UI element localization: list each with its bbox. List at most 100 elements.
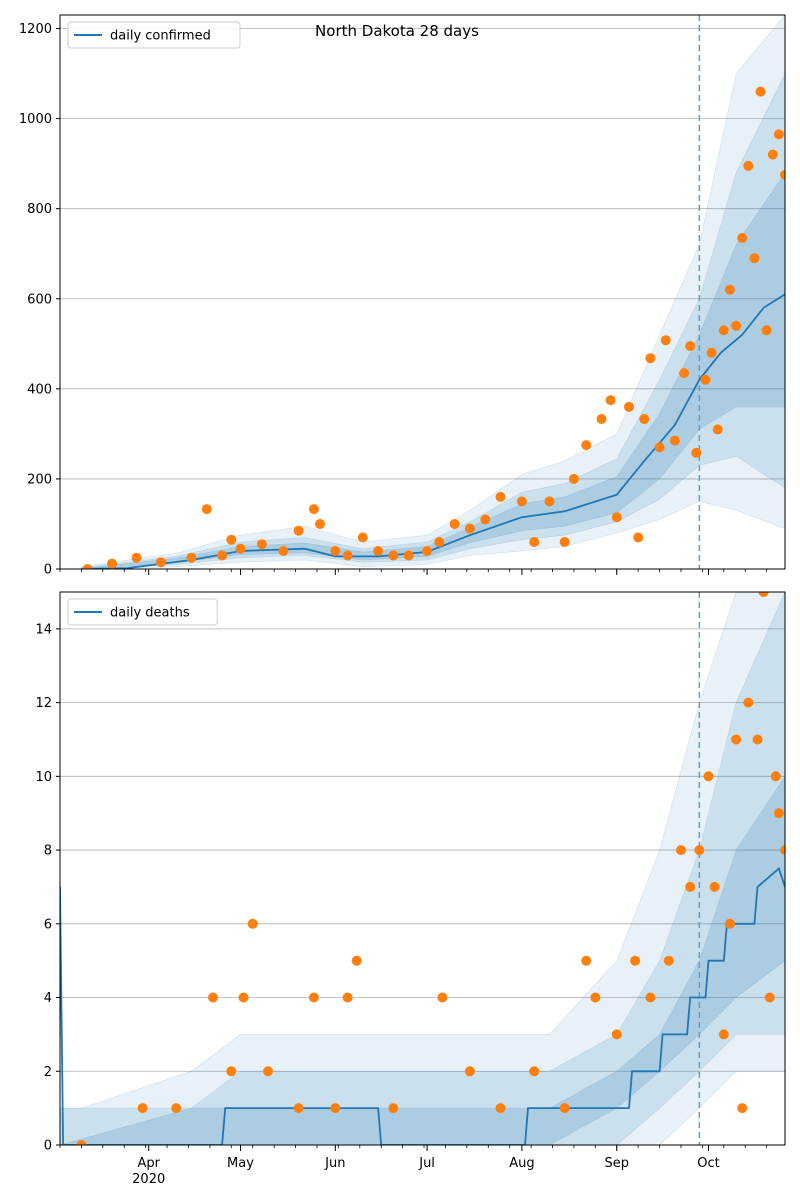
data-point-28 <box>544 496 555 507</box>
data-point-55 <box>761 325 772 336</box>
data-point-6 <box>217 550 228 561</box>
data-point-11 <box>342 992 353 1003</box>
data-point-47 <box>712 424 723 435</box>
data-point-32 <box>731 734 742 745</box>
data-point-49 <box>724 284 735 295</box>
data-point-2 <box>171 1103 182 1114</box>
y-tick-label-4: 8 <box>44 844 52 859</box>
data-point-36 <box>633 532 644 543</box>
data-point-31 <box>581 440 592 451</box>
data-point-16 <box>495 1103 506 1114</box>
data-point-1 <box>107 558 117 569</box>
y-tick-label-2: 400 <box>27 382 52 397</box>
data-point-7 <box>263 1066 273 1077</box>
data-point-32 <box>596 414 607 424</box>
data-point-17 <box>373 546 384 556</box>
data-point-38 <box>770 771 781 782</box>
data-point-29 <box>709 881 720 892</box>
data-point-41 <box>669 435 680 446</box>
data-point-28 <box>703 771 714 782</box>
data-point-12 <box>351 955 362 966</box>
x-tick-label-0: Apr <box>137 1156 160 1171</box>
data-point-15 <box>342 550 353 561</box>
x-tick-label-0: 2020 <box>132 1172 165 1187</box>
data-point-38 <box>645 353 656 364</box>
data-point-2 <box>131 552 142 563</box>
data-point-22 <box>630 955 641 966</box>
data-point-7 <box>226 534 237 545</box>
data-point-40 <box>660 335 671 346</box>
axes-frame <box>59 591 786 1146</box>
y-tick-label-7: 14 <box>35 622 52 637</box>
data-point-13 <box>388 1103 399 1114</box>
data-point-43 <box>685 341 696 351</box>
data-point-37 <box>764 992 775 1003</box>
legend: daily deaths <box>67 598 218 626</box>
x-tick-label-4: Aug <box>509 1156 534 1171</box>
data-point-56 <box>767 149 778 160</box>
data-point-10 <box>330 1103 341 1114</box>
legend-box <box>67 598 218 626</box>
figure-title: North Dakota 28 days <box>315 22 479 40</box>
data-point-5 <box>238 992 249 1003</box>
data-point-58 <box>780 169 785 180</box>
data-point-8 <box>293 1103 304 1114</box>
data-point-14 <box>330 546 341 556</box>
y-tick-label-1: 2 <box>44 1065 52 1080</box>
data-point-57 <box>773 129 784 140</box>
data-point-34 <box>611 512 622 523</box>
data-point-46 <box>706 347 717 358</box>
data-point-25 <box>495 491 506 502</box>
data-point-0 <box>82 564 93 569</box>
data-point-31 <box>724 918 735 929</box>
data-point-9 <box>308 992 319 1003</box>
data-point-40 <box>780 845 785 856</box>
data-point-3 <box>155 557 166 568</box>
data-point-1 <box>137 1103 148 1114</box>
data-point-20 <box>422 546 433 556</box>
data-point-39 <box>773 808 784 819</box>
data-point-21 <box>611 1029 622 1040</box>
data-point-4 <box>186 552 197 563</box>
data-point-52 <box>743 160 754 171</box>
data-point-0 <box>76 1140 87 1145</box>
uncertainty-band-0 <box>60 592 785 1145</box>
x-tick-label-6: Oct <box>697 1156 719 1171</box>
y-tick-label-6: 1200 <box>19 22 52 37</box>
x-tick-label-1: May <box>227 1156 254 1171</box>
data-point-23 <box>464 523 475 534</box>
uncertainty-band-2 <box>60 775 785 1145</box>
legend-label: daily deaths <box>110 606 190 621</box>
data-point-10 <box>278 546 289 556</box>
data-point-12 <box>308 504 319 515</box>
data-point-19 <box>403 550 414 561</box>
data-point-25 <box>676 845 686 856</box>
axes-frame <box>59 14 786 570</box>
data-point-37 <box>639 414 650 424</box>
uncertainty-band-0 <box>81 15 785 569</box>
data-point-8 <box>235 543 246 554</box>
y-tick-label-0: 0 <box>44 1139 52 1154</box>
data-point-14 <box>437 992 448 1003</box>
data-point-22 <box>449 519 460 529</box>
y-tick-label-5: 10 <box>35 770 52 785</box>
y-tick-label-5: 1000 <box>19 112 52 127</box>
data-point-30 <box>718 1029 729 1040</box>
data-point-35 <box>624 401 634 412</box>
data-point-9 <box>256 539 267 550</box>
data-point-26 <box>685 881 696 892</box>
legend-box <box>67 21 241 49</box>
uncertainty-band-1 <box>81 73 785 569</box>
data-point-18 <box>388 550 399 561</box>
y-tick-label-1: 200 <box>27 472 52 487</box>
data-point-27 <box>694 845 705 856</box>
data-point-3 <box>208 992 218 1003</box>
data-point-19 <box>581 955 592 966</box>
uncertainty-band-1 <box>60 592 785 1145</box>
data-point-54 <box>755 86 766 97</box>
x-tick-label-5: Sep <box>604 1156 629 1171</box>
data-point-6 <box>247 918 258 929</box>
data-point-5 <box>201 504 212 515</box>
